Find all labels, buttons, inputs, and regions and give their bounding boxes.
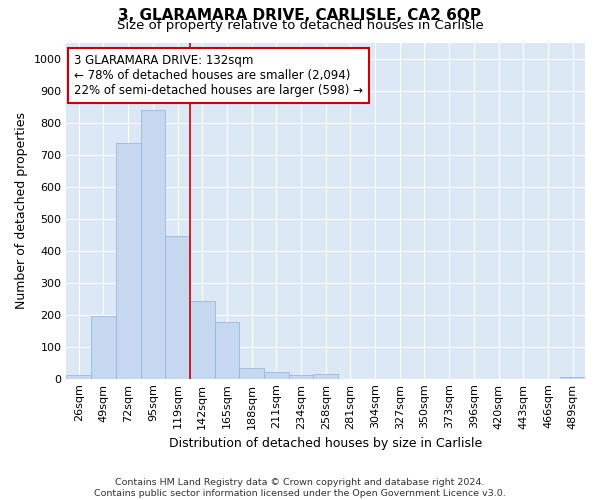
Text: 3 GLARAMARA DRIVE: 132sqm
← 78% of detached houses are smaller (2,094)
22% of se: 3 GLARAMARA DRIVE: 132sqm ← 78% of detac… <box>74 54 363 98</box>
Text: Contains HM Land Registry data © Crown copyright and database right 2024.
Contai: Contains HM Land Registry data © Crown c… <box>94 478 506 498</box>
Text: 3, GLARAMARA DRIVE, CARLISLE, CA2 6QP: 3, GLARAMARA DRIVE, CARLISLE, CA2 6QP <box>119 8 482 22</box>
Bar <box>67 376 91 378</box>
Bar <box>560 377 585 378</box>
Bar <box>264 372 289 378</box>
Bar <box>91 316 116 378</box>
Bar <box>239 368 264 378</box>
Bar <box>140 110 165 378</box>
Bar <box>190 301 215 378</box>
Bar <box>165 236 190 378</box>
Y-axis label: Number of detached properties: Number of detached properties <box>15 112 28 309</box>
Bar <box>313 374 338 378</box>
X-axis label: Distribution of detached houses by size in Carlisle: Distribution of detached houses by size … <box>169 437 482 450</box>
Bar <box>116 144 140 378</box>
Bar <box>215 322 239 378</box>
Text: Size of property relative to detached houses in Carlisle: Size of property relative to detached ho… <box>116 18 484 32</box>
Bar <box>289 374 313 378</box>
